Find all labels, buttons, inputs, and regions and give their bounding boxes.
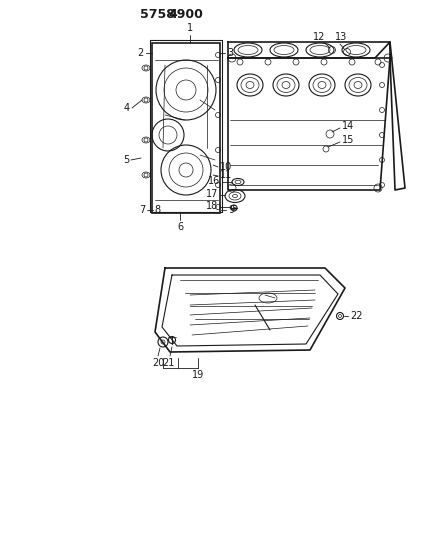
Text: 10: 10 bbox=[220, 162, 232, 172]
Bar bbox=[152, 43, 220, 213]
Text: 20: 20 bbox=[152, 358, 164, 368]
Text: 15: 15 bbox=[342, 135, 354, 145]
Text: 18: 18 bbox=[206, 201, 218, 211]
Text: 9: 9 bbox=[228, 205, 234, 215]
Text: 17: 17 bbox=[205, 189, 218, 199]
Text: 5758: 5758 bbox=[140, 7, 175, 20]
Text: 11: 11 bbox=[220, 170, 232, 180]
Text: 4: 4 bbox=[124, 103, 130, 113]
Text: 4900: 4900 bbox=[168, 7, 203, 20]
Text: 21: 21 bbox=[162, 358, 174, 368]
Text: 14: 14 bbox=[342, 121, 354, 131]
Text: 19: 19 bbox=[192, 370, 204, 380]
Text: 12: 12 bbox=[312, 32, 325, 42]
Text: 2: 2 bbox=[138, 48, 144, 58]
Text: 1: 1 bbox=[187, 23, 193, 33]
Text: 5: 5 bbox=[123, 155, 129, 165]
Text: 22: 22 bbox=[350, 311, 363, 321]
Text: 3: 3 bbox=[227, 48, 233, 58]
Text: 6: 6 bbox=[177, 222, 183, 232]
Text: 13: 13 bbox=[335, 32, 347, 42]
Text: 16: 16 bbox=[208, 176, 220, 186]
Text: 7: 7 bbox=[139, 205, 145, 215]
Text: 8: 8 bbox=[154, 205, 160, 215]
